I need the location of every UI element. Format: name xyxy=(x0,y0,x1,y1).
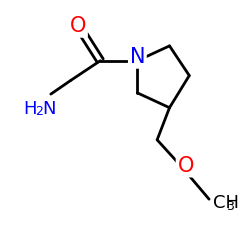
Text: N: N xyxy=(42,100,56,118)
Text: O: O xyxy=(70,16,86,36)
Text: CH: CH xyxy=(213,194,239,212)
Text: 3: 3 xyxy=(226,200,234,213)
Text: N: N xyxy=(130,47,145,67)
Text: O: O xyxy=(178,156,194,176)
Text: H: H xyxy=(24,100,37,118)
Text: 2: 2 xyxy=(35,106,43,118)
